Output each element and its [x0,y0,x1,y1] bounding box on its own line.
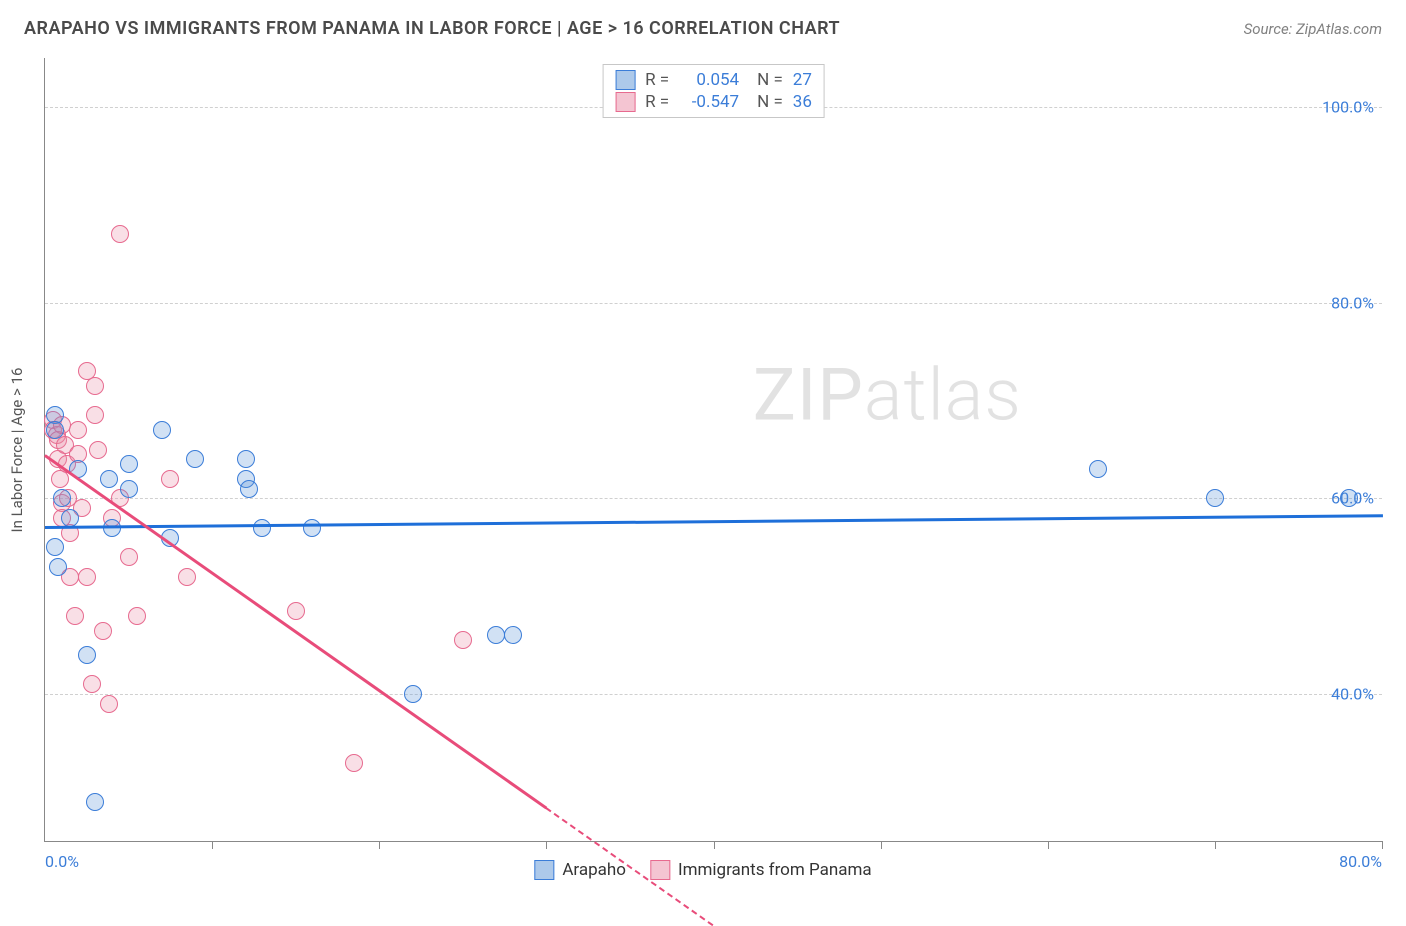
data-point [111,225,129,243]
stat-n-value: 27 [793,70,812,90]
data-point [46,538,64,556]
x-tick [714,841,715,849]
data-point [53,489,71,507]
x-axis-min-label: 0.0% [45,852,79,871]
data-point [69,421,87,439]
legend-swatch [650,860,670,880]
data-point [120,480,138,498]
chart-source: Source: ZipAtlas.com [1244,20,1382,38]
data-point [49,558,67,576]
trend-line [44,455,547,810]
data-point [454,631,472,649]
data-point [66,607,84,625]
data-point [253,519,271,537]
data-point [237,450,255,468]
stats-box: R = 0.054 N = 27 R = -0.547 N = 36 [602,64,825,118]
stat-n-label: N = [757,70,783,90]
data-point [61,509,79,527]
chart-title: ARAPAHO VS IMMIGRANTS FROM PANAMA IN LAB… [24,18,840,39]
legend-item: Arapaho [534,860,626,880]
data-point [303,519,321,537]
data-point [287,602,305,620]
data-point [487,626,505,644]
data-point [86,793,104,811]
gridline [45,303,1382,304]
x-tick [881,841,882,849]
data-point [100,470,118,488]
data-point [1340,489,1358,507]
stat-n-label: N = [757,92,783,112]
legend-label: Immigrants from Panama [678,860,872,880]
trend-line [45,514,1383,528]
stat-r-label: R = [645,70,669,90]
data-point [504,626,522,644]
data-point [94,622,112,640]
legend-swatch [615,92,635,112]
data-point [120,548,138,566]
stat-n-value: 36 [793,92,812,112]
stat-r-value: -0.547 [679,92,739,112]
stat-r-value: 0.054 [679,70,739,90]
chart-area: In Labor Force | Age > 16 40.0%60.0%80.0… [44,58,1382,842]
x-tick [1382,841,1383,849]
data-point [240,480,258,498]
data-point [1089,460,1107,478]
data-point [161,470,179,488]
data-point [89,441,107,459]
data-point [83,675,101,693]
data-point [178,568,196,586]
stat-r-label: R = [645,92,669,112]
data-point [120,455,138,473]
stats-row: R = 0.054 N = 27 [615,69,812,91]
x-tick [212,841,213,849]
data-point [100,695,118,713]
y-axis-label: In Labor Force | Age > 16 [8,367,26,532]
data-point [128,607,146,625]
data-point [404,685,422,703]
data-point [1206,489,1224,507]
legend: Arapaho Immigrants from Panama [534,860,871,880]
watermark: ZIPatlas [753,352,1022,437]
gridline [45,498,1382,499]
gridline [45,694,1382,695]
legend-item: Immigrants from Panama [650,860,872,880]
y-tick-label: 40.0% [1331,685,1374,704]
data-point [153,421,171,439]
legend-swatch [534,860,554,880]
x-tick [1215,841,1216,849]
data-point [86,377,104,395]
stats-row: R = -0.547 N = 36 [615,91,812,113]
x-tick [546,841,547,849]
data-point [78,646,96,664]
data-point [78,568,96,586]
legend-swatch [615,70,635,90]
data-point [345,754,363,772]
y-tick-label: 80.0% [1331,293,1374,312]
x-axis-max-label: 80.0% [1339,852,1382,871]
chart-header: ARAPAHO VS IMMIGRANTS FROM PANAMA IN LAB… [0,0,1406,47]
y-tick-label: 100.0% [1322,97,1374,116]
x-tick [379,841,380,849]
data-point [186,450,204,468]
legend-label: Arapaho [562,860,626,880]
x-tick [1048,841,1049,849]
data-point [86,406,104,424]
data-point [46,421,64,439]
plot-area: In Labor Force | Age > 16 40.0%60.0%80.0… [44,58,1382,842]
